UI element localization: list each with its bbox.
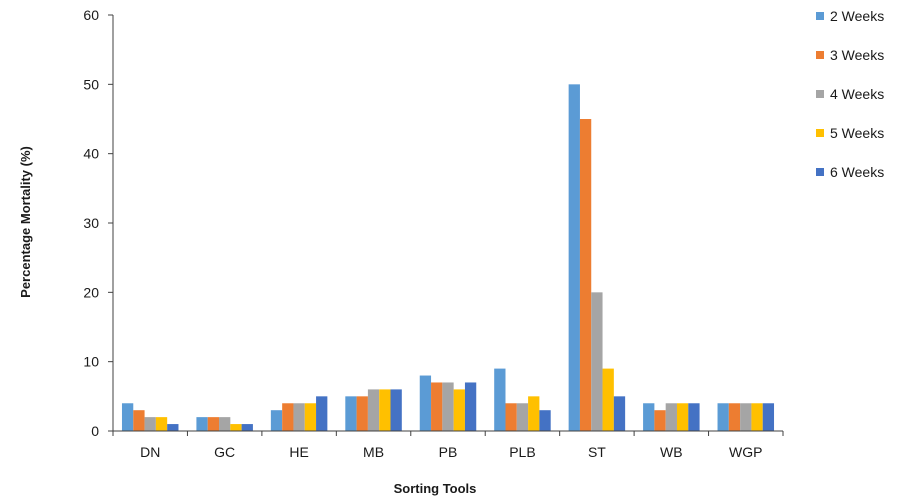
bar-WB-3-weeks [654, 410, 666, 431]
y-tick-label: 10 [83, 354, 99, 370]
bar-WB-2-weeks [643, 403, 655, 431]
bar-DN-4-weeks [144, 417, 156, 431]
x-tick-label: HE [289, 444, 308, 460]
bar-PLB-5-weeks [528, 396, 540, 431]
bar-PB-3-weeks [431, 382, 443, 431]
legend-item: 2 Weeks [816, 8, 884, 24]
bar-PLB-4-weeks [516, 403, 529, 431]
legend: 2 Weeks 3 Weeks 4 Weeks 5 Weeks 6 Weeks [816, 8, 884, 180]
legend-item: 4 Weeks [816, 86, 884, 102]
y-tick-label: 20 [83, 284, 99, 300]
bar-ST-6-weeks [613, 396, 626, 431]
bar-MB-2-weeks [345, 396, 357, 431]
bar-HE-4-weeks [293, 403, 305, 431]
x-axis-ticks: DN GC HE MB PB PLB ST WB WGP [112, 431, 784, 460]
bar-HE-6-weeks [316, 396, 328, 431]
bar-GC-3-weeks [207, 417, 220, 431]
bar-DN-6-weeks [167, 424, 179, 431]
bar-MB-3-weeks [356, 396, 368, 431]
x-tick-label: DN [140, 444, 160, 460]
y-tick-label: 50 [83, 76, 99, 92]
y-tick-label: 40 [83, 146, 99, 162]
y-axis-ticks: 0 10 20 30 40 50 60 [83, 7, 113, 439]
bars-group [121, 84, 775, 431]
y-tick-label: 30 [83, 215, 99, 231]
legend-label: 4 Weeks [830, 86, 884, 102]
legend-swatch [816, 168, 824, 176]
legend-label: 3 Weeks [830, 47, 884, 63]
x-tick-label: WB [660, 444, 683, 460]
bar-PB-5-weeks [453, 389, 465, 431]
bar-MB-4-weeks [367, 389, 380, 431]
bar-WB-5-weeks [676, 403, 689, 431]
bar-PB-6-weeks [464, 382, 477, 431]
bar-GC-4-weeks [219, 417, 231, 431]
bar-WGP-4-weeks [740, 403, 752, 431]
bar-DN-5-weeks [155, 417, 168, 431]
legend-label: 6 Weeks [830, 164, 884, 180]
y-tick-label: 60 [83, 7, 99, 23]
bar-HE-5-weeks [304, 403, 317, 431]
legend-swatch [816, 129, 824, 137]
x-tick-label: GC [214, 444, 235, 460]
bar-PB-4-weeks [442, 382, 454, 431]
bar-WB-4-weeks [665, 403, 677, 431]
x-tick-label: ST [588, 444, 606, 460]
x-axis-title: Sorting Tools [394, 481, 477, 496]
legend-swatch [816, 90, 824, 98]
bar-PLB-6-weeks [539, 410, 551, 431]
legend-swatch [816, 12, 824, 20]
bar-DN-2-weeks [121, 403, 134, 431]
legend-item: 6 Weeks [816, 164, 884, 180]
bar-DN-3-weeks [133, 410, 145, 431]
x-tick-label: PB [439, 444, 458, 460]
legend-label: 2 Weeks [830, 8, 884, 24]
y-axis-title: Percentage Mortality (%) [18, 146, 33, 298]
bar-WB-6-weeks [688, 403, 700, 431]
legend-label: 5 Weeks [830, 125, 884, 141]
bar-ST-3-weeks [579, 119, 592, 431]
legend-swatch [816, 51, 824, 59]
bar-ST-5-weeks [602, 368, 614, 431]
bar-PB-2-weeks [419, 375, 432, 431]
bar-GC-5-weeks [230, 424, 242, 431]
bar-GC-6-weeks [241, 424, 253, 431]
x-tick-label: MB [363, 444, 384, 460]
bar-MB-6-weeks [390, 389, 402, 431]
bar-ST-2-weeks [568, 84, 580, 431]
bar-HE-2-weeks [270, 410, 283, 431]
bar-ST-4-weeks [591, 292, 603, 431]
y-tick-label: 0 [91, 423, 99, 439]
x-tick-label: PLB [509, 444, 535, 460]
bar-WGP-3-weeks [728, 403, 741, 431]
bar-PLB-3-weeks [505, 403, 517, 431]
legend-item: 5 Weeks [816, 125, 884, 141]
bar-PLB-2-weeks [494, 368, 506, 431]
bar-WGP-6-weeks [762, 403, 775, 431]
bar-WGP-5-weeks [751, 403, 763, 431]
bar-HE-3-weeks [282, 403, 294, 431]
bar-GC-2-weeks [196, 417, 208, 431]
legend-item: 3 Weeks [816, 47, 884, 63]
bar-WGP-2-weeks [717, 403, 729, 431]
x-tick-label: WGP [729, 444, 762, 460]
bar-MB-5-weeks [379, 389, 391, 431]
